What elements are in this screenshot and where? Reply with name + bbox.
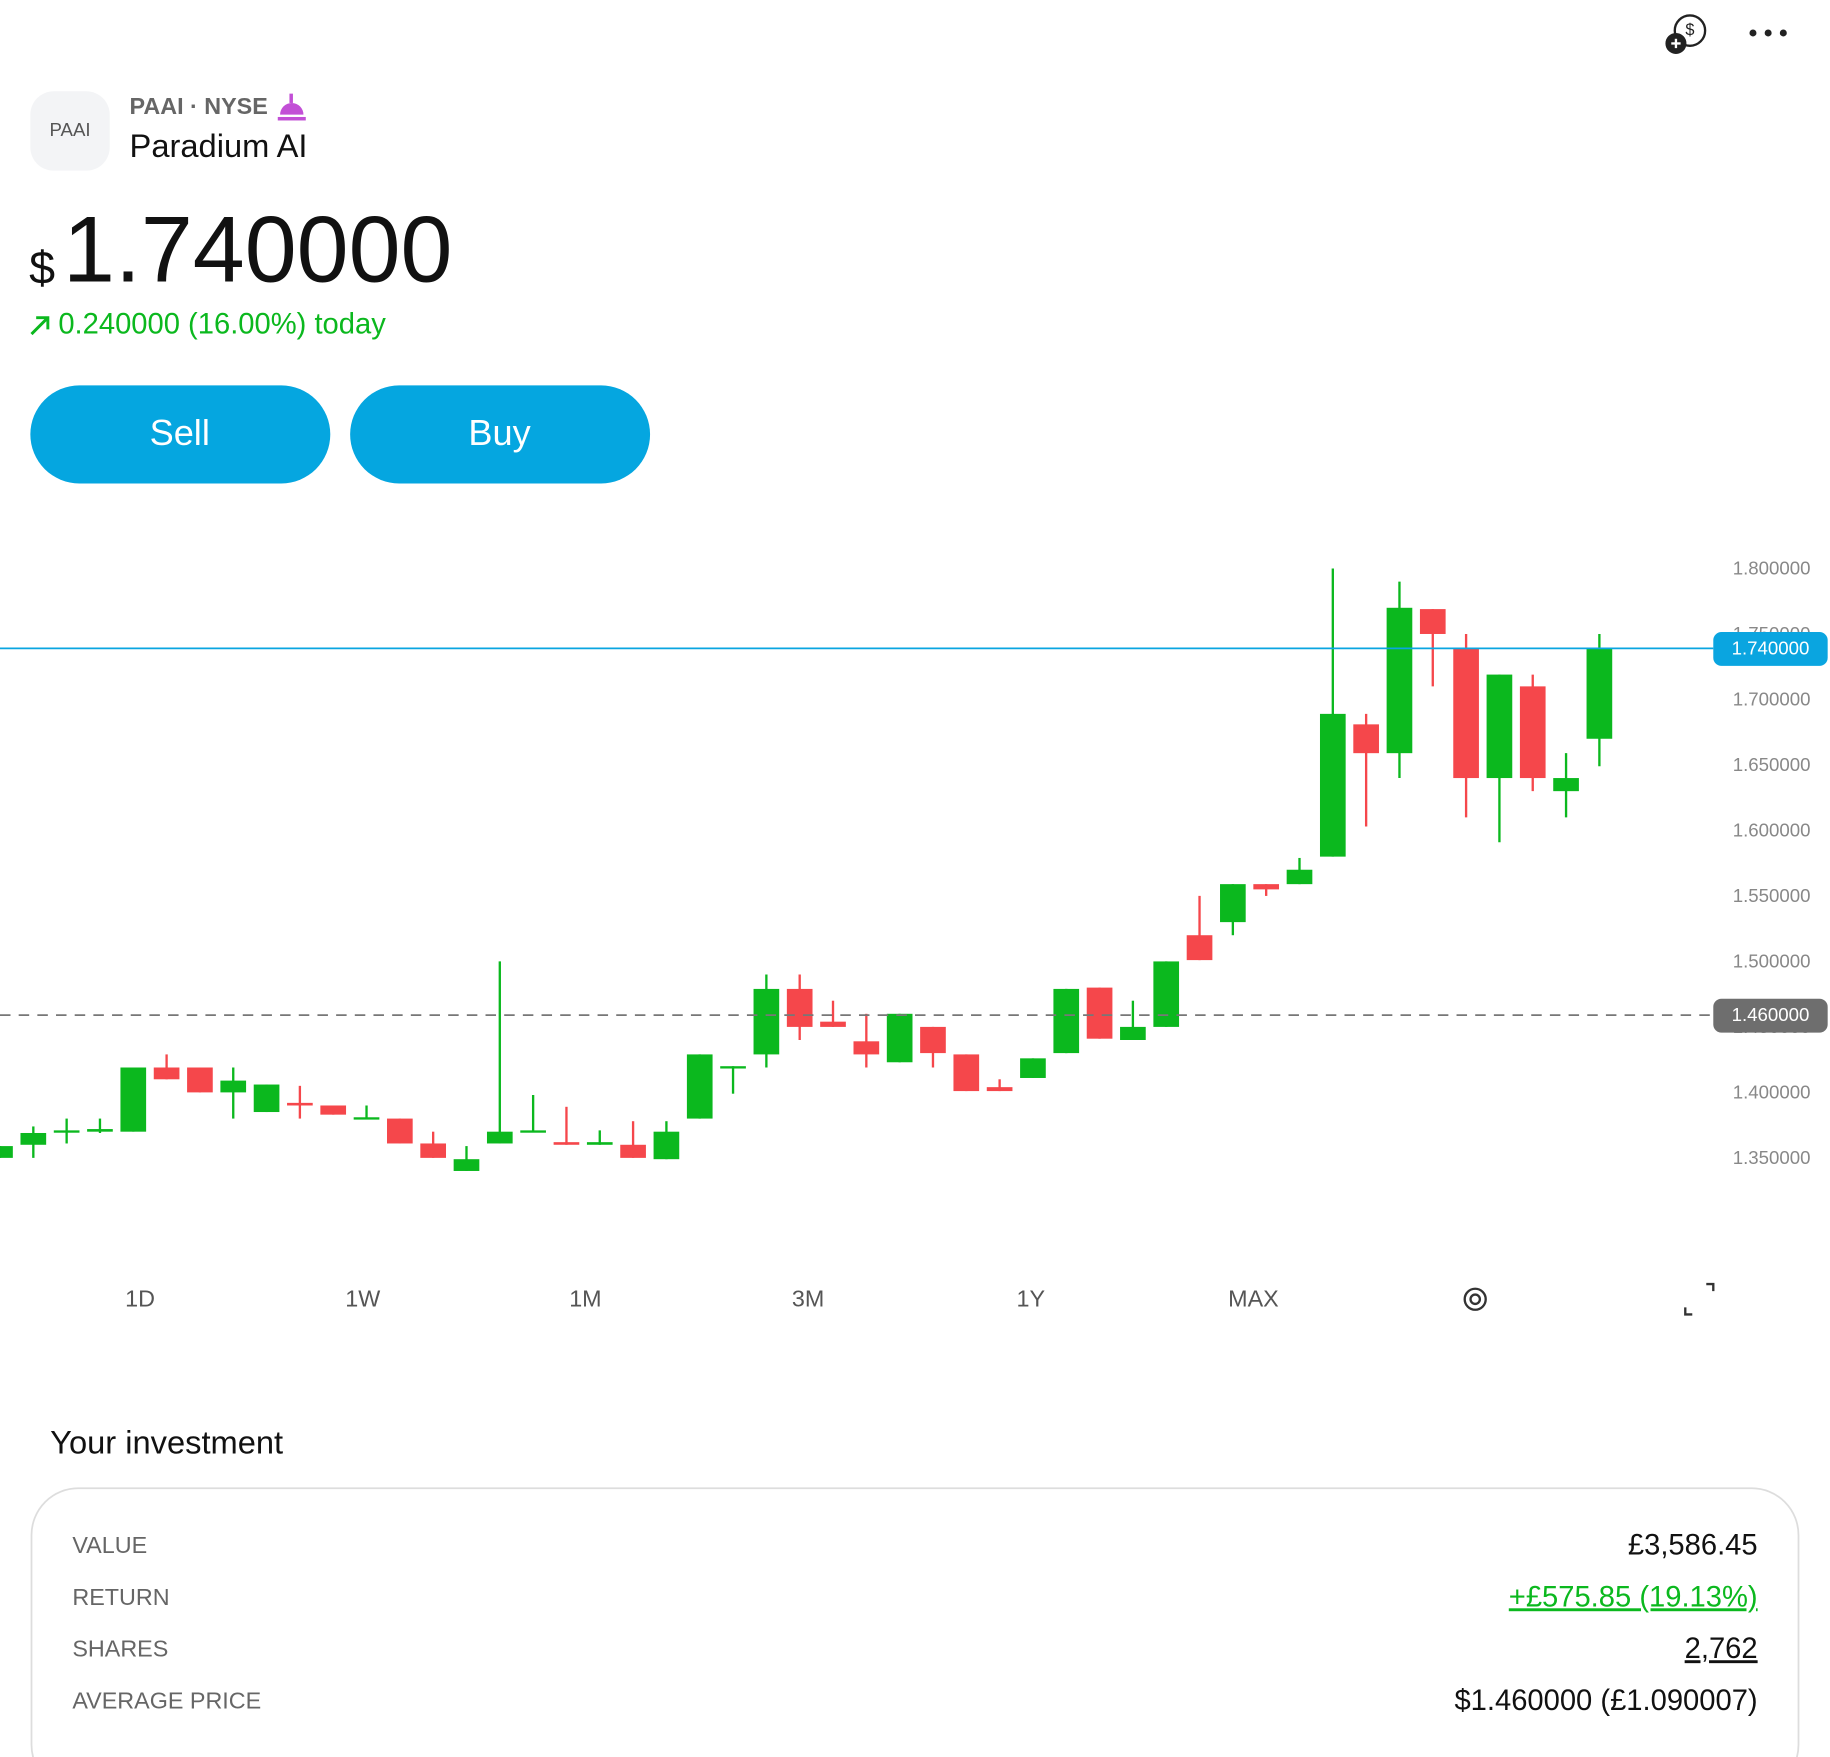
candle-body xyxy=(1486,674,1513,779)
candle-body xyxy=(1186,935,1213,961)
buy-label[interactable]: Buy xyxy=(468,412,530,453)
row-value[interactable]: +£575.85 (19.13%) xyxy=(1509,1581,1758,1613)
candle-body xyxy=(1220,884,1246,923)
candle-body xyxy=(653,1131,680,1160)
company-name: Paradium AI xyxy=(130,127,308,164)
candle-body xyxy=(453,1159,480,1171)
svg-text:$: $ xyxy=(1685,21,1694,39)
row-label: SHARES xyxy=(72,1636,168,1662)
up-arrow xyxy=(30,316,50,336)
premarket-icon xyxy=(277,93,306,121)
row-value: $1.460000 (£1.090007) xyxy=(1454,1685,1757,1717)
candle-body xyxy=(1353,724,1379,754)
candle-body xyxy=(686,1054,713,1119)
y-tick-label: 1.600000 xyxy=(1733,820,1811,841)
candle-body xyxy=(1453,648,1479,779)
row-label: AVERAGE PRICE xyxy=(72,1688,261,1714)
price: 1.740000 xyxy=(63,197,452,302)
y-tick-label: 1.700000 xyxy=(1733,689,1811,710)
candle-body xyxy=(720,1066,746,1069)
fullscreen-button[interactable] xyxy=(1684,1282,1715,1316)
average-price-label: 1.460000 xyxy=(1732,1004,1810,1025)
sell-label[interactable]: Sell xyxy=(150,412,210,453)
candlestick-chart: 1.3500001.4000001.4500001.5000001.550000… xyxy=(0,558,1828,1312)
candle-body xyxy=(886,1013,913,1063)
candle-body xyxy=(1519,686,1546,779)
range-option[interactable]: MAX xyxy=(1228,1286,1279,1312)
candle-body xyxy=(20,1132,47,1145)
currency-symbol: $ xyxy=(29,241,55,293)
candle-body xyxy=(1319,713,1346,857)
y-tick-label: 1.650000 xyxy=(1733,754,1811,775)
logo-text: PAAI xyxy=(49,119,90,140)
candle-body xyxy=(1086,987,1113,1039)
candle-body xyxy=(1053,988,1080,1054)
candle-body xyxy=(486,1131,513,1144)
current-price-badge xyxy=(1713,632,1828,666)
range-option[interactable]: 1M xyxy=(569,1286,601,1312)
candle-body xyxy=(553,1142,580,1145)
candle-body xyxy=(1253,884,1280,890)
range-option[interactable]: 1W xyxy=(345,1286,380,1312)
candle-body xyxy=(320,1105,347,1115)
range-option[interactable]: 1Y xyxy=(1017,1286,1046,1312)
more-menu[interactable] xyxy=(1749,29,1787,37)
candle-body xyxy=(1286,869,1313,885)
range-option[interactable]: 3M xyxy=(792,1286,824,1312)
candle-body xyxy=(0,1146,13,1158)
sell-button[interactable] xyxy=(30,385,331,484)
candle-body xyxy=(387,1118,413,1144)
investment-card xyxy=(30,1487,1800,1757)
candle-body xyxy=(87,1129,113,1132)
candle-body xyxy=(786,988,813,1027)
y-tick-label: 1.400000 xyxy=(1733,1082,1811,1103)
candle-body xyxy=(53,1130,80,1133)
candle-body xyxy=(1120,1026,1146,1040)
candle-body xyxy=(586,1142,613,1145)
row-label: VALUE xyxy=(72,1532,147,1558)
candle-body xyxy=(986,1087,1013,1092)
candle-body xyxy=(353,1117,380,1120)
candle-body xyxy=(520,1130,546,1133)
chart-settings[interactable] xyxy=(1463,1287,1487,1311)
row-label: RETURN xyxy=(72,1584,169,1610)
candle-body xyxy=(1419,609,1446,634)
candle-body xyxy=(120,1067,147,1132)
candle-body xyxy=(187,1067,213,1093)
y-tick-label: 1.800000 xyxy=(1733,558,1811,579)
candle-body xyxy=(953,1054,980,1092)
buy-button[interactable] xyxy=(350,385,651,484)
row-value: £3,586.45 xyxy=(1628,1529,1758,1561)
candle-body xyxy=(420,1143,447,1158)
range-option[interactable]: 1D xyxy=(125,1286,155,1312)
candle-body xyxy=(287,1102,313,1106)
logo xyxy=(30,91,110,171)
candle-body xyxy=(1553,778,1579,792)
y-tick-label: 1.500000 xyxy=(1733,951,1811,972)
row-value[interactable]: 2,762 xyxy=(1685,1633,1758,1665)
average-price-badge xyxy=(1713,998,1828,1033)
candle-body xyxy=(220,1080,247,1093)
candle-body xyxy=(1153,961,1180,1027)
price-alert-icon[interactable]: $ xyxy=(1665,14,1707,54)
candle-body xyxy=(753,988,780,1055)
candle-body xyxy=(1586,648,1613,739)
ticker: PAAI · NYSE xyxy=(130,93,268,119)
candle-body xyxy=(253,1084,280,1113)
candle-body xyxy=(820,1021,846,1027)
candle-body xyxy=(920,1026,946,1054)
candle-body xyxy=(853,1041,880,1055)
price-change: 0.240000 (16.00%) today xyxy=(58,309,386,341)
candle-body xyxy=(1386,607,1413,754)
section-title: Your investment xyxy=(50,1424,283,1461)
y-tick-label: 1.350000 xyxy=(1733,1147,1811,1168)
candle-body xyxy=(153,1067,180,1080)
candle-body xyxy=(1020,1058,1046,1078)
current-price-label: 1.740000 xyxy=(1732,637,1810,658)
y-tick-label: 1.550000 xyxy=(1733,885,1811,906)
candle-body xyxy=(620,1144,646,1158)
